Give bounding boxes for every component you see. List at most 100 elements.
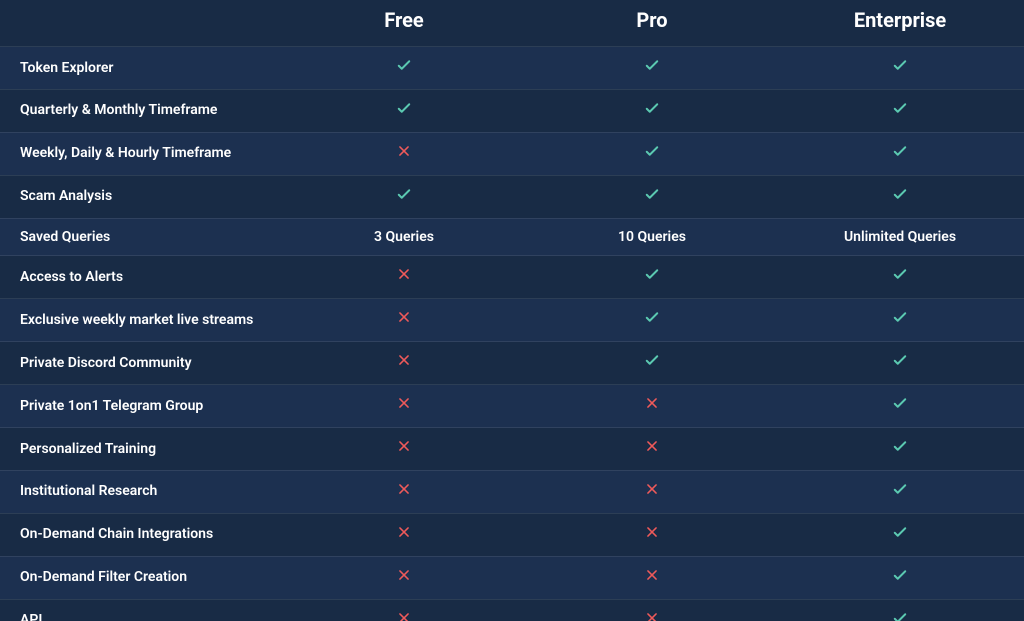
check-icon — [891, 62, 909, 78]
table-row: On-Demand Filter Creation — [0, 556, 1024, 599]
table-row: Quarterly & Monthly Timeframe — [0, 89, 1024, 132]
check-icon — [643, 314, 661, 330]
feature-label: Exclusive weekly market live streams — [0, 299, 280, 342]
feature-label: Institutional Research — [0, 470, 280, 513]
table-row: Private 1on1 Telegram Group — [0, 385, 1024, 428]
cross-icon — [645, 484, 659, 500]
check-icon — [891, 148, 909, 164]
table-row: Weekly, Daily & Hourly Timeframe — [0, 132, 1024, 175]
feature-cell — [280, 599, 528, 621]
feature-cell — [280, 256, 528, 299]
check-icon — [395, 191, 413, 207]
column-header-pro: Pro — [528, 0, 776, 47]
feature-cell — [528, 470, 776, 513]
feature-value-text: 10 Queries — [618, 229, 686, 245]
feature-cell — [776, 299, 1024, 342]
feature-cell — [528, 556, 776, 599]
check-icon — [891, 486, 909, 502]
feature-cell — [280, 175, 528, 218]
check-icon — [643, 148, 661, 164]
feature-label: Quarterly & Monthly Timeframe — [0, 89, 280, 132]
column-header-free: Free — [280, 0, 528, 47]
feature-cell: 10 Queries — [528, 218, 776, 256]
feature-label: Token Explorer — [0, 47, 280, 90]
check-icon — [643, 105, 661, 121]
table-header: Free Pro Enterprise — [0, 0, 1024, 47]
cross-icon — [397, 398, 411, 414]
feature-cell — [280, 89, 528, 132]
cross-icon — [645, 398, 659, 414]
feature-cell — [776, 385, 1024, 428]
column-header-enterprise: Enterprise — [776, 0, 1024, 47]
check-icon — [891, 357, 909, 373]
feature-cell — [528, 132, 776, 175]
check-icon — [643, 271, 661, 287]
feature-value-text: 3 Queries — [374, 229, 434, 245]
feature-cell — [776, 342, 1024, 385]
feature-cell: 3 Queries — [280, 218, 528, 256]
check-icon — [643, 357, 661, 373]
table-body: Token ExplorerQuarterly & Monthly Timefr… — [0, 47, 1024, 621]
pricing-feature-table: Free Pro Enterprise Token ExplorerQuarte… — [0, 0, 1024, 621]
feature-cell — [528, 299, 776, 342]
feature-cell — [528, 175, 776, 218]
feature-cell — [776, 428, 1024, 471]
feature-cell — [776, 599, 1024, 621]
cross-icon — [397, 312, 411, 328]
cross-icon — [645, 570, 659, 586]
check-icon — [891, 314, 909, 330]
feature-label: Weekly, Daily & Hourly Timeframe — [0, 132, 280, 175]
feature-cell — [280, 556, 528, 599]
feature-cell — [528, 342, 776, 385]
column-header-feature — [0, 0, 280, 47]
feature-cell — [528, 599, 776, 621]
feature-cell — [528, 47, 776, 90]
table-row: Institutional Research — [0, 470, 1024, 513]
check-icon — [891, 191, 909, 207]
feature-label: Private 1on1 Telegram Group — [0, 385, 280, 428]
cross-icon — [397, 613, 411, 621]
feature-label: Private Discord Community — [0, 342, 280, 385]
feature-label: Access to Alerts — [0, 256, 280, 299]
cross-icon — [645, 441, 659, 457]
feature-cell — [528, 385, 776, 428]
table-row: Saved Queries 3 Queries 10 Queries Unlimite… — [0, 218, 1024, 256]
feature-cell — [280, 132, 528, 175]
feature-label: Saved Queries — [0, 218, 280, 256]
feature-cell — [280, 47, 528, 90]
table-row: On-Demand Chain Integrations — [0, 513, 1024, 556]
feature-label: On-Demand Chain Integrations — [0, 513, 280, 556]
check-icon — [643, 62, 661, 78]
cross-icon — [397, 441, 411, 457]
feature-cell: Unlimited Queries — [776, 218, 1024, 256]
check-icon — [643, 191, 661, 207]
feature-cell — [776, 47, 1024, 90]
cross-icon — [397, 355, 411, 371]
check-icon — [891, 529, 909, 545]
table-row: Private Discord Community — [0, 342, 1024, 385]
feature-cell — [280, 299, 528, 342]
feature-label: API — [0, 599, 280, 621]
check-icon — [395, 105, 413, 121]
feature-cell — [280, 385, 528, 428]
feature-cell — [776, 132, 1024, 175]
check-icon — [395, 62, 413, 78]
feature-cell — [776, 175, 1024, 218]
table-row: Access to Alerts — [0, 256, 1024, 299]
feature-cell — [776, 256, 1024, 299]
feature-cell — [776, 470, 1024, 513]
cross-icon — [397, 269, 411, 285]
check-icon — [891, 615, 909, 621]
feature-cell — [528, 89, 776, 132]
feature-label: Scam Analysis — [0, 175, 280, 218]
feature-cell — [776, 89, 1024, 132]
feature-cell — [280, 342, 528, 385]
table-row: Token Explorer — [0, 47, 1024, 90]
cross-icon — [397, 146, 411, 162]
feature-cell — [528, 428, 776, 471]
feature-value-text: Unlimited Queries — [844, 229, 956, 245]
table-row: Exclusive weekly market live streams — [0, 299, 1024, 342]
check-icon — [891, 105, 909, 121]
cross-icon — [397, 570, 411, 586]
table-row: Scam Analysis — [0, 175, 1024, 218]
